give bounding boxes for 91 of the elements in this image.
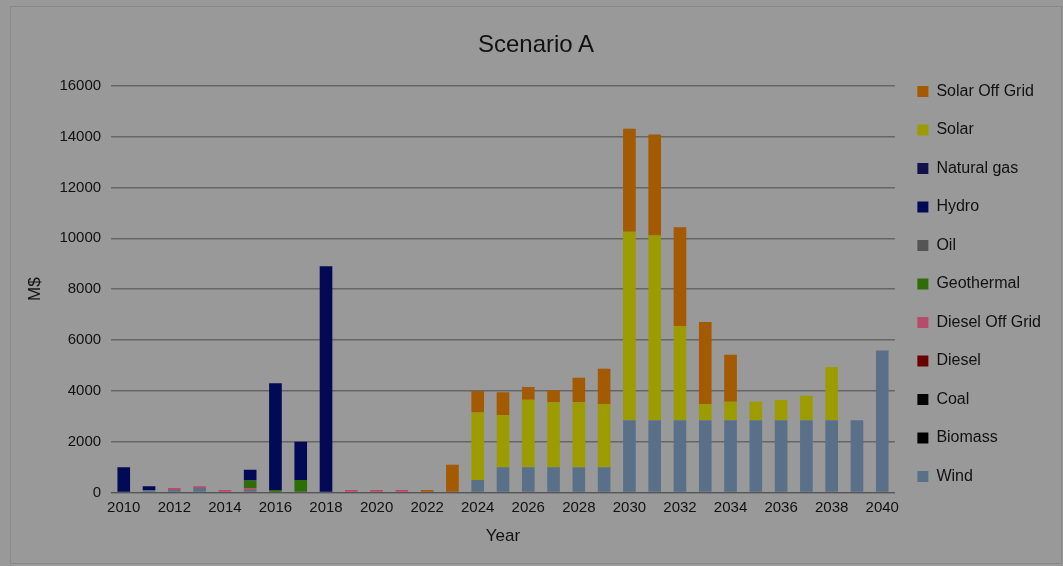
bar <box>193 488 206 492</box>
bar <box>521 399 535 468</box>
bar <box>673 227 687 327</box>
x-tick-label: 2016 <box>258 497 293 515</box>
bar <box>496 392 510 416</box>
x-tick-label: 2030 <box>612 497 647 515</box>
legend-label: Diesel Off Grid <box>936 312 1041 330</box>
bar <box>825 367 838 421</box>
bar <box>319 266 333 492</box>
legend-label: Solar <box>936 120 975 138</box>
bar <box>269 383 282 491</box>
bar <box>648 235 662 421</box>
legend-label: Geothermal <box>936 274 1020 292</box>
bar <box>724 420 737 492</box>
y-tick-label: 10000 <box>59 228 102 246</box>
bar <box>471 390 485 413</box>
y-tick-label: 12000 <box>59 177 102 195</box>
bar <box>623 420 636 492</box>
y-tick-label: 4000 <box>67 381 102 399</box>
bar <box>825 420 838 492</box>
x-tick-label: 2022 <box>410 497 444 515</box>
x-tick-label: 2028 <box>562 497 596 515</box>
bar <box>142 486 156 491</box>
legend-label: Biomass <box>936 428 998 446</box>
bar <box>749 420 763 492</box>
bar <box>597 368 611 405</box>
bar <box>698 322 712 405</box>
bar <box>623 231 636 421</box>
legend-label: Natural gas <box>936 158 1019 176</box>
bar <box>572 402 586 468</box>
bar <box>673 326 687 421</box>
bar <box>698 404 712 421</box>
bar <box>597 404 611 468</box>
y-tick-label: 2000 <box>67 431 102 449</box>
bar <box>294 479 308 492</box>
bar <box>496 467 510 492</box>
bar <box>850 420 864 492</box>
bar <box>597 467 611 492</box>
bar <box>774 420 788 492</box>
x-tick-label: 2032 <box>663 497 697 515</box>
bar <box>521 467 535 492</box>
bar <box>623 128 636 232</box>
bar <box>117 467 131 492</box>
y-tick-label: 14000 <box>59 126 102 144</box>
x-tick-label: 2020 <box>359 497 394 515</box>
bar <box>724 401 737 421</box>
legend-label: Oil <box>936 235 956 253</box>
bar <box>875 350 889 492</box>
bar <box>294 441 308 480</box>
bar <box>471 479 485 492</box>
bar <box>749 401 763 421</box>
x-tick-label: 2040 <box>865 497 899 515</box>
legend-label: Diesel <box>936 351 981 369</box>
bar <box>521 387 535 400</box>
bar <box>698 420 712 492</box>
bar <box>648 420 662 492</box>
x-tick-label: 2036 <box>764 497 798 515</box>
bar <box>724 354 737 402</box>
x-tick-label: 2034 <box>713 497 748 515</box>
legend-label: Hydro <box>936 197 980 215</box>
y-tick-label: 16000 <box>59 75 102 93</box>
bar <box>547 467 560 492</box>
bar <box>496 415 510 468</box>
x-tick-label: 2018 <box>309 497 343 515</box>
bar <box>673 420 687 492</box>
x-tick-label: 2038 <box>814 497 849 515</box>
bar <box>774 400 788 421</box>
x-tick-label: 2014 <box>208 497 242 515</box>
legend-label: Wind <box>936 466 973 484</box>
x-tick-label: 2024 <box>461 497 495 515</box>
bar <box>547 390 560 403</box>
bar <box>547 402 560 468</box>
bar <box>446 464 459 492</box>
bar <box>471 412 485 480</box>
chart-title: Scenario A <box>477 30 595 58</box>
y-tick-label: 0 <box>92 482 102 500</box>
bar <box>800 420 813 492</box>
x-tick-label: 2026 <box>511 497 545 515</box>
legend-label: Solar Off Grid <box>936 81 1034 99</box>
bar <box>648 134 662 236</box>
bar <box>572 377 586 403</box>
x-tick-label: 2012 <box>157 497 192 515</box>
bar <box>800 395 813 421</box>
legend-label: Coal <box>936 389 970 407</box>
bar <box>572 467 586 492</box>
x-axis-title: Year <box>485 526 521 546</box>
bar <box>243 480 257 489</box>
y-tick-label: 8000 <box>67 279 102 297</box>
y-tick-label: 6000 <box>67 330 102 348</box>
y-axis-title: M$ <box>24 276 44 302</box>
x-tick-label: 2010 <box>107 497 141 515</box>
